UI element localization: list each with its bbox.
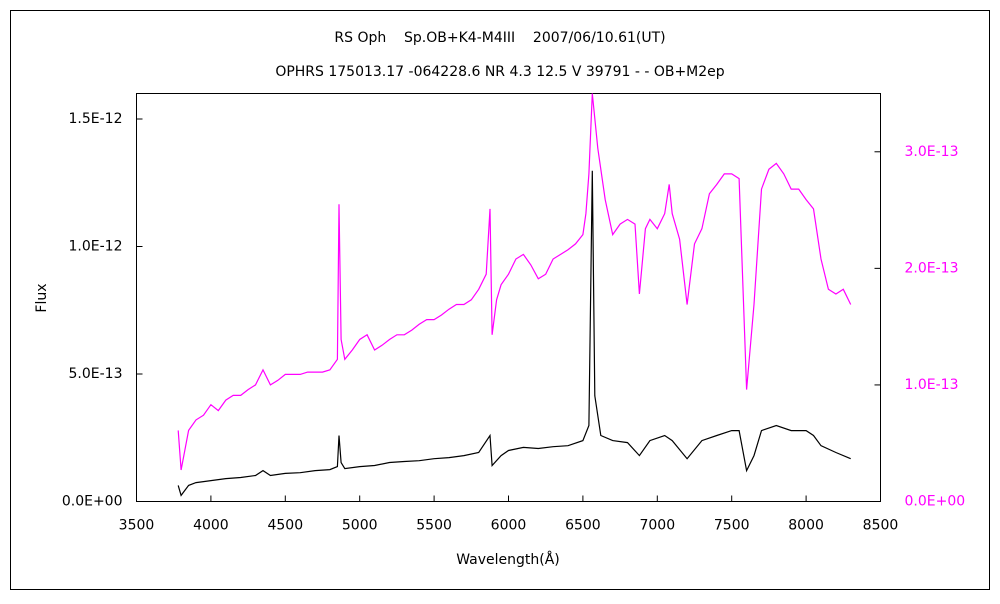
x-tick-label: 5000 — [342, 518, 378, 534]
x-tick-label: 8500 — [863, 518, 899, 534]
y-tick-label: 1.5E-12 — [69, 111, 123, 127]
x-tick-label: 3500 — [119, 518, 155, 534]
y2-tick-label: 2.0E-13 — [905, 260, 959, 276]
y-axis-label: Flux — [34, 283, 50, 312]
x-tick-label: 4000 — [193, 518, 229, 534]
plot-area — [136, 93, 881, 502]
y-tick-label: 0.0E+00 — [62, 494, 123, 510]
x-tick-label: 6000 — [491, 518, 527, 534]
x-tick-label: 7000 — [639, 518, 675, 534]
y-tick-label: 5.0E-13 — [69, 366, 123, 382]
spectrum-line — [177, 170, 851, 497]
chart-title: RS Oph Sp.OB+K4-M4III 2007/06/10.61(UT) — [334, 30, 665, 46]
x-tick-label: 8000 — [788, 518, 824, 534]
x-tick-label: 4500 — [267, 518, 303, 534]
chart-subtitle: OPHRS 175013.17 -064228.6 NR 4.3 12.5 V … — [275, 64, 724, 80]
spectrum-line — [177, 93, 852, 471]
x-tick-label: 5500 — [416, 518, 452, 534]
x-axis-label: Wavelength(Å) — [456, 551, 560, 568]
x-tick-label: 6500 — [565, 518, 601, 534]
y2-tick-label: 3.0E-13 — [905, 144, 959, 160]
y2-tick-label: 0.0E+00 — [905, 494, 966, 510]
x-tick-label: 7500 — [714, 518, 750, 534]
y2-tick-label: 1.0E-13 — [905, 377, 959, 393]
y-tick-label: 1.0E-12 — [69, 239, 123, 255]
